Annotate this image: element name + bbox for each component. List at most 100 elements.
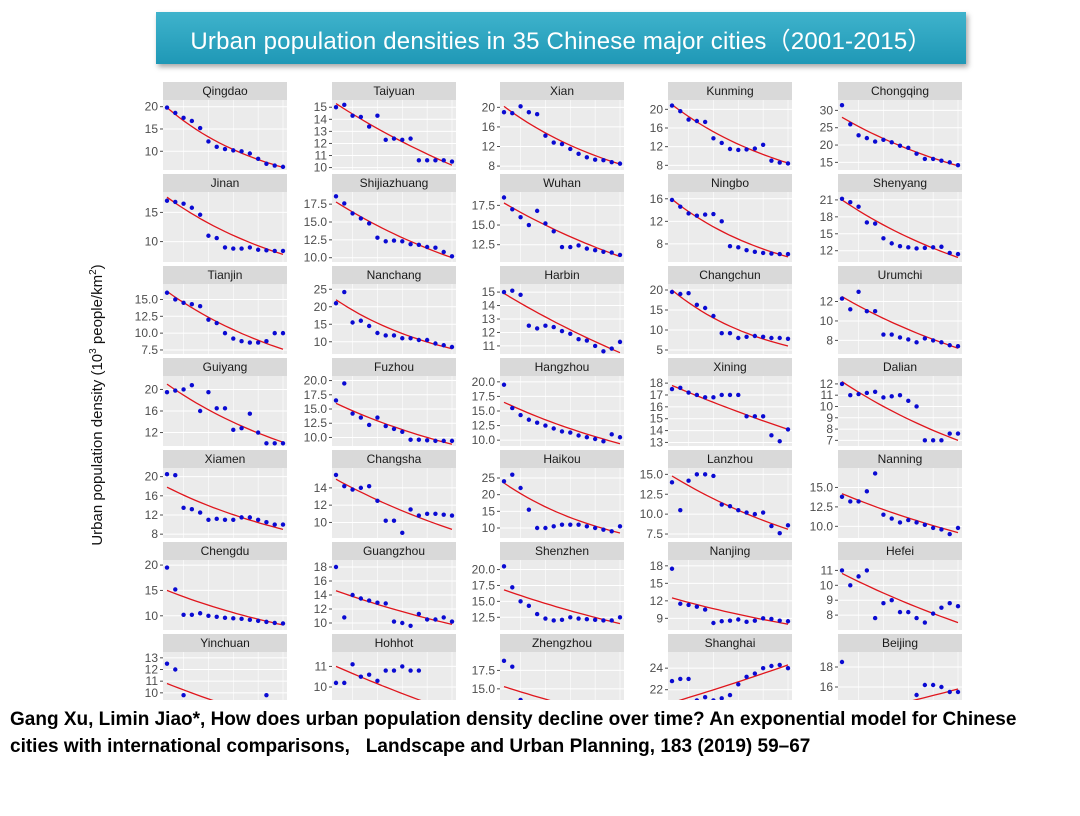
- data-point: [702, 212, 708, 217]
- data-point: [510, 405, 515, 411]
- data-point: [711, 211, 716, 217]
- data-point: [449, 344, 455, 350]
- data-point: [206, 233, 211, 238]
- y-tick-label: 22: [650, 683, 664, 697]
- y-tick-label: 12: [650, 140, 664, 154]
- data-point: [534, 208, 540, 214]
- data-point: [449, 254, 455, 259]
- data-point: [576, 243, 581, 248]
- data-point: [930, 611, 936, 616]
- data-point: [881, 512, 886, 517]
- data-point: [760, 142, 766, 147]
- y-tick-label: 13: [650, 435, 664, 449]
- data-point: [839, 568, 845, 573]
- y-tick-label: 20: [650, 102, 664, 116]
- data-point: [678, 291, 683, 297]
- data-point: [955, 525, 961, 531]
- y-tick-label: 10.0: [810, 519, 834, 533]
- data-point: [686, 291, 691, 296]
- data-point: [922, 245, 928, 251]
- data-point: [534, 111, 540, 117]
- data-point: [955, 344, 961, 349]
- data-point: [408, 668, 413, 673]
- panel-title-lanzhou: Lanzhou: [668, 450, 792, 468]
- plot-kunming: 8 12 16 20: [650, 100, 792, 172]
- panel-title-changsha: Changsha: [332, 450, 456, 468]
- panel-urumchi: Urumchi 8 10 12: [798, 266, 962, 354]
- data-point: [694, 302, 700, 307]
- data-point: [264, 161, 269, 166]
- data-point: [930, 245, 936, 250]
- y-tick-label: 16: [650, 400, 664, 414]
- data-point: [247, 617, 253, 623]
- y-tick-label: 15: [650, 303, 664, 317]
- data-point: [711, 395, 716, 400]
- panel-title-beijing: Beijing: [838, 634, 962, 652]
- data-point: [856, 574, 861, 579]
- plot-background: [332, 192, 456, 262]
- data-point: [408, 623, 413, 628]
- data-point: [839, 381, 845, 387]
- y-tick-label: 12.5: [472, 419, 496, 433]
- data-point: [848, 499, 853, 504]
- data-point: [777, 618, 782, 623]
- data-point: [181, 505, 186, 510]
- data-point: [342, 483, 347, 489]
- data-point: [601, 349, 606, 354]
- y-tick-label: 16: [145, 404, 159, 418]
- fit-line: [841, 381, 959, 442]
- data-point: [727, 503, 733, 509]
- y-tick-label: 15: [145, 122, 159, 136]
- data-point: [889, 516, 894, 521]
- data-point: [719, 502, 724, 507]
- data-point: [164, 389, 170, 395]
- data-point: [400, 429, 405, 434]
- data-point: [881, 600, 886, 606]
- data-point: [872, 471, 878, 476]
- data-point: [609, 529, 614, 534]
- data-point: [939, 527, 944, 532]
- data-point: [231, 148, 236, 153]
- data-point: [752, 414, 758, 419]
- data-point: [769, 158, 774, 163]
- data-point: [366, 598, 372, 603]
- data-point: [719, 331, 724, 336]
- data-point: [584, 338, 590, 343]
- fit-line: [335, 201, 453, 259]
- y-tick-label: 15.0: [472, 404, 496, 418]
- data-point: [678, 109, 683, 114]
- data-point: [576, 433, 581, 438]
- data-point: [669, 197, 675, 203]
- data-point: [889, 598, 894, 603]
- data-point: [222, 615, 228, 621]
- panel-nanning: Nanning 10.0 12.5 15.0: [798, 450, 962, 538]
- data-point: [576, 336, 581, 342]
- data-point: [727, 146, 733, 152]
- data-point: [501, 564, 507, 569]
- plot-chengdu: 10 15 20: [145, 558, 287, 630]
- data-point: [543, 423, 548, 428]
- data-point: [769, 663, 774, 669]
- data-point: [669, 289, 675, 295]
- y-tick-label: 10.0: [304, 430, 328, 444]
- panel-title-shanghai: Shanghai: [668, 634, 792, 652]
- data-point: [752, 333, 758, 339]
- data-point: [518, 697, 523, 700]
- data-point: [164, 472, 170, 477]
- y-tick-label: 20: [650, 283, 664, 297]
- plot-background: [332, 468, 456, 538]
- data-point: [501, 479, 507, 484]
- data-point: [189, 301, 195, 307]
- fit-line: [335, 299, 453, 350]
- fit-line: [166, 107, 284, 168]
- y-tick-label: 16: [314, 574, 328, 588]
- y-tick-label: 17: [650, 388, 664, 402]
- data-point: [856, 133, 861, 138]
- panel-harbin: Harbin 11 12 13 14 15: [460, 266, 624, 354]
- data-point: [727, 618, 733, 623]
- panel-kunming: Kunming 8 12 16 20: [628, 82, 792, 172]
- data-point: [272, 522, 277, 527]
- data-point: [955, 431, 961, 436]
- panel-title-zhengzhou: Zhengzhou: [500, 634, 624, 652]
- data-point: [543, 323, 548, 328]
